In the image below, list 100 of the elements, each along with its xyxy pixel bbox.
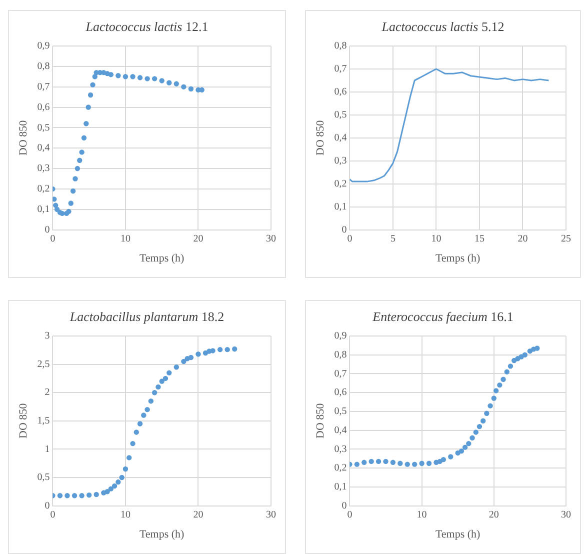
y-tick-label: 0,5 <box>37 122 50 134</box>
chart-title: Lactococcus lactis 12.1 <box>84 19 210 36</box>
y-tick-label: 0,2 <box>37 184 50 195</box>
point <box>72 176 78 182</box>
point <box>152 390 158 396</box>
point <box>130 440 136 446</box>
point <box>88 92 94 98</box>
y-tick-label: 1 <box>44 444 50 455</box>
y-tick-label: 1,5 <box>37 416 50 427</box>
x-tick-label: 30 <box>561 509 571 520</box>
point <box>92 74 98 80</box>
point <box>77 158 82 163</box>
point <box>181 358 186 364</box>
y-tick-label: 0,1 <box>334 201 347 212</box>
y-tick-label: 0,3 <box>37 163 50 174</box>
x-tick-label: 10 <box>120 233 130 244</box>
y-tick-label: 0 <box>342 224 347 236</box>
x-tick-label: 20 <box>518 233 528 244</box>
point <box>522 352 528 358</box>
point <box>130 74 136 80</box>
point <box>166 80 172 86</box>
point <box>156 384 161 390</box>
y-tick-label: 0,7 <box>334 368 347 380</box>
y-tick-label: 0,3 <box>334 156 347 166</box>
y-tick-label: 0,6 <box>37 102 50 113</box>
y-tick-label: 0,6 <box>334 387 347 398</box>
point <box>134 430 139 435</box>
point <box>383 458 388 464</box>
y-tick-label: 0,5 <box>37 472 50 484</box>
point <box>137 421 143 426</box>
x-tick-label: 30 <box>266 509 276 520</box>
y-axis-title: DO 850 <box>314 120 326 156</box>
y-tick-label: 2,5 <box>37 358 50 370</box>
point <box>112 483 118 489</box>
point <box>94 492 99 498</box>
point <box>152 76 158 82</box>
point <box>141 412 146 418</box>
y-tick-label: 0,6 <box>334 86 347 98</box>
x-tick-label: 10 <box>120 509 130 520</box>
point <box>488 403 493 408</box>
y-axis-title: DO 850 <box>314 402 326 438</box>
point <box>466 440 472 446</box>
point <box>144 76 150 82</box>
point <box>126 455 132 460</box>
point <box>84 121 89 126</box>
point <box>412 462 418 467</box>
point <box>162 376 168 382</box>
y-tick-label: 0 <box>342 500 347 512</box>
point <box>534 346 540 351</box>
y-tick-label: 0,8 <box>37 61 50 72</box>
point <box>64 493 70 498</box>
y-tick-label: 0,7 <box>334 64 347 75</box>
y-tick-label: 0,4 <box>334 132 347 144</box>
y-tick-label: 0,5 <box>334 406 347 418</box>
point <box>79 150 84 155</box>
point <box>404 462 410 467</box>
y-tick-label: 0,9 <box>334 330 347 342</box>
point <box>68 200 74 206</box>
point <box>181 84 186 90</box>
point <box>90 82 96 88</box>
point <box>419 460 424 466</box>
chart-title: Lactococcus lactis 5.12 <box>380 19 506 36</box>
point <box>122 466 128 472</box>
y-tick-label: 0,1 <box>334 482 347 493</box>
point <box>458 448 464 454</box>
x-tick-label: 20 <box>193 509 204 520</box>
point <box>52 196 57 202</box>
point <box>144 406 150 412</box>
point <box>476 424 482 430</box>
point <box>448 454 454 460</box>
chart-title: Enterococcus faecium 16.1 <box>372 309 514 326</box>
point <box>72 493 78 498</box>
point <box>174 81 180 86</box>
point <box>493 388 499 394</box>
x-tick-label: 20 <box>193 233 204 244</box>
point <box>484 410 490 416</box>
x-tick-label: 20 <box>488 509 499 520</box>
point <box>188 86 194 92</box>
x-tick-label: 25 <box>561 233 571 244</box>
y-tick-label: 2 <box>44 387 50 398</box>
point <box>368 458 374 464</box>
point <box>119 474 124 480</box>
y-tick-label: 0,9 <box>37 40 50 52</box>
point <box>81 135 87 140</box>
point <box>66 208 72 214</box>
point <box>79 493 84 498</box>
point <box>440 456 446 462</box>
y-tick-label: 0,2 <box>334 462 347 474</box>
point <box>210 348 216 354</box>
point <box>166 370 172 376</box>
point <box>122 74 128 80</box>
y-tick-label: 0,2 <box>334 178 347 190</box>
y-axis-title: DO 850 <box>17 120 30 156</box>
point <box>196 352 201 357</box>
x-axis-title: Temps (h) <box>435 528 481 540</box>
point <box>159 78 164 84</box>
y-tick-label: 0,7 <box>37 81 50 92</box>
point <box>70 188 76 194</box>
point <box>159 378 164 384</box>
point <box>376 458 382 464</box>
